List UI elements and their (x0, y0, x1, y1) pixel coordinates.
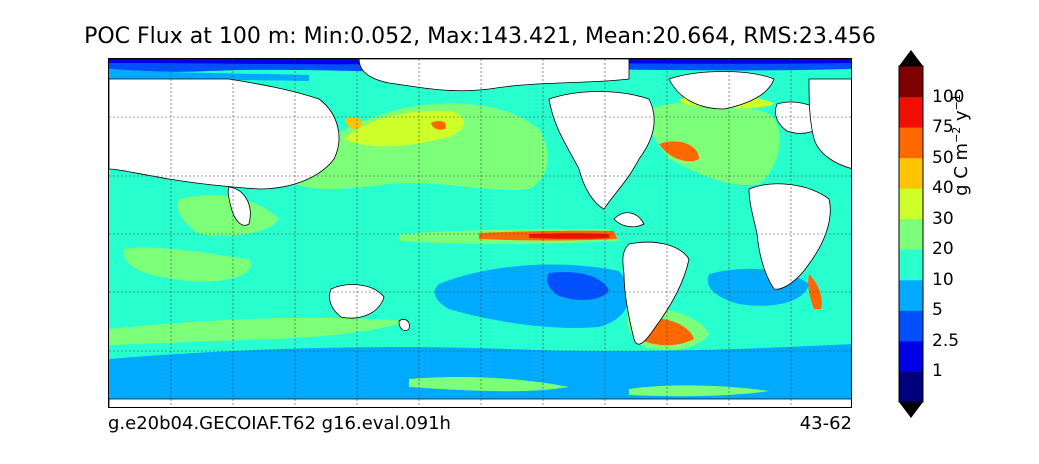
case-name-label: g.e20b04.GECOIAF.T62 g16.eval.091h (108, 413, 451, 434)
colorbar-tick-label: 50 (932, 147, 954, 168)
colorbar-tick-label: 75 (932, 117, 954, 138)
colorbar (898, 50, 924, 418)
year-range-label: 43-62 (799, 413, 852, 434)
land-masses (109, 59, 851, 407)
colorbar-segment (899, 157, 923, 189)
colorbar-tick-label: 100 (932, 86, 965, 107)
colorbar-units-label: g C m−2 y−1 (950, 94, 972, 196)
colorbar-tick-label: 40 (932, 178, 954, 199)
plot-title: POC Flux at 100 m: Min:0.052, Max:143.42… (84, 24, 876, 49)
north-atlantic-band (647, 101, 780, 185)
colorbar-tick-label: 30 (932, 208, 954, 229)
colorbar-segment (899, 127, 923, 159)
colorbar-frame (898, 65, 924, 403)
colorbar-segment (899, 340, 923, 372)
colorbar-tick-label: 20 (932, 239, 954, 260)
colorbar-tick-label: 5 (932, 300, 943, 321)
colorbar-tick-label: 1 (932, 361, 943, 382)
southern-ocean-band (109, 344, 851, 407)
map-panel (108, 58, 852, 408)
colorbar-segment (899, 279, 923, 311)
colorbar-tick-label: 10 (932, 269, 954, 290)
colorbar-segment (899, 218, 923, 250)
colorbar-segment (899, 96, 923, 128)
colorbar-tick-label: 2.5 (932, 330, 960, 351)
poc-flux-map (109, 59, 851, 407)
colorbar-segment (899, 249, 923, 281)
colorbar-segment (899, 371, 923, 403)
colorbar-segment (899, 310, 923, 342)
map-gridlines (109, 59, 851, 407)
colorbar-segment (899, 188, 923, 220)
colorbar-segment (899, 66, 923, 98)
colorbar-extend-max (899, 50, 923, 66)
colorbar-extend-min (899, 402, 923, 418)
north-pacific-band (284, 103, 548, 191)
